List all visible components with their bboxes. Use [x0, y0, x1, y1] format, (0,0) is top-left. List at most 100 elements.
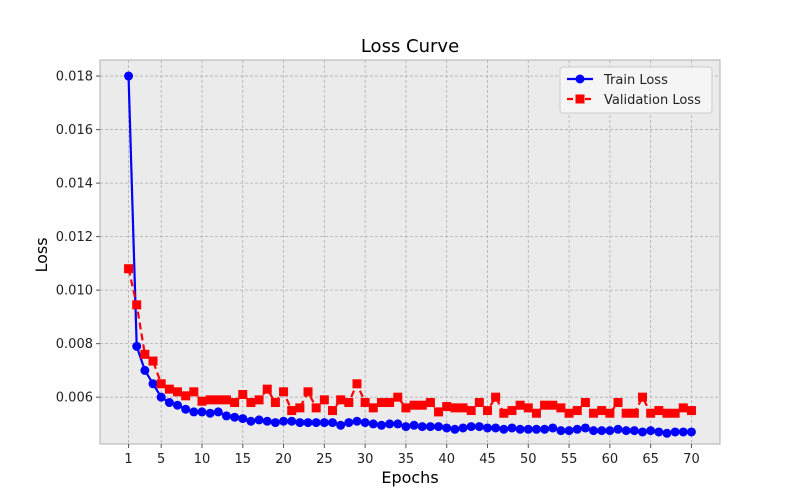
validation-loss-point — [368, 403, 378, 413]
train-loss-point — [540, 424, 550, 434]
validation-loss-series — [124, 264, 696, 418]
validation-loss-point — [230, 398, 240, 408]
validation-loss-point — [246, 398, 256, 408]
train-loss-point — [580, 423, 590, 433]
validation-loss-point — [540, 400, 550, 410]
train-loss-point — [238, 414, 248, 424]
train-loss-point — [132, 341, 142, 351]
train-loss-point — [368, 419, 378, 429]
validation-loss-point — [507, 406, 517, 416]
validation-loss-point — [572, 406, 582, 416]
train-loss-point — [344, 418, 354, 428]
validation-loss-point — [344, 398, 354, 408]
train-loss-point — [499, 424, 509, 434]
train-loss-point — [213, 407, 223, 417]
validation-loss-point — [531, 408, 541, 418]
train-loss-point — [148, 379, 158, 389]
validation-loss-point — [425, 398, 435, 408]
train-loss-point — [662, 428, 672, 438]
train-loss-point — [572, 424, 582, 434]
validation-loss-point — [605, 408, 615, 418]
train-loss-point — [385, 419, 395, 429]
train-loss-point — [246, 416, 256, 426]
validation-loss-point — [287, 406, 297, 416]
validation-loss-point — [686, 406, 696, 416]
train-loss-point — [319, 418, 329, 428]
train-loss-point — [507, 423, 517, 433]
validation-loss-point — [213, 395, 223, 405]
validation-loss-point — [417, 400, 427, 410]
legend-val-label: Validation Loss — [604, 93, 701, 108]
train-loss-point — [515, 424, 525, 434]
validation-loss-point — [678, 403, 688, 413]
x-axis-title: Epochs — [381, 468, 438, 487]
train-loss-point — [189, 407, 199, 417]
plot-frame — [99, 59, 721, 445]
train-loss-point — [646, 426, 656, 436]
validation-loss-point — [148, 356, 158, 366]
validation-loss-point — [164, 384, 174, 394]
validation-loss-point — [523, 403, 533, 413]
train-loss-point — [483, 423, 492, 433]
train-loss-point — [474, 422, 484, 432]
x-tick-label: 65 — [642, 452, 659, 467]
validation-loss-point — [124, 264, 134, 274]
validation-loss-point — [295, 403, 305, 413]
x-tick-label: 10 — [194, 452, 211, 467]
validation-loss-point — [466, 406, 476, 416]
validation-loss-point — [173, 387, 182, 397]
validation-loss-point — [654, 406, 664, 416]
validation-loss-point — [483, 406, 492, 416]
train-loss-point — [597, 426, 607, 436]
x-tick-label: 1 — [124, 452, 132, 467]
validation-loss-point — [629, 408, 639, 418]
train-loss-point — [434, 422, 444, 432]
legend-train-label: Train Loss — [603, 73, 668, 88]
train-loss-point — [564, 426, 574, 436]
train-loss-point — [613, 424, 623, 434]
train-loss-point — [221, 411, 231, 421]
train-loss-series — [124, 71, 696, 438]
train-loss-point — [197, 407, 207, 417]
validation-loss-point — [670, 408, 680, 418]
x-tick-label: 25 — [316, 452, 333, 467]
train-loss-point — [548, 423, 558, 433]
validation-loss-point — [564, 408, 574, 418]
train-loss-point — [670, 427, 680, 437]
train-loss-point — [638, 427, 647, 437]
train-loss-point — [589, 426, 599, 436]
x-tick-label: 40 — [438, 452, 455, 467]
validation-loss-point — [638, 392, 647, 402]
train-loss-point — [140, 365, 150, 375]
validation-loss-point — [662, 408, 672, 418]
train-loss-point — [303, 418, 313, 428]
train-loss-point — [466, 422, 476, 432]
train-loss-point — [254, 415, 264, 425]
legend-box — [559, 66, 713, 114]
train-loss-point — [417, 422, 427, 432]
train-loss-point — [156, 392, 166, 402]
validation-loss-point — [205, 395, 215, 405]
y-tick-label: 0.016 — [56, 123, 93, 138]
train-loss-point — [409, 420, 419, 430]
validation-loss-point — [597, 406, 607, 416]
y-tick-label: 0.018 — [56, 70, 93, 85]
validation-loss-point — [548, 400, 558, 410]
validation-loss-point — [401, 403, 411, 413]
train-loss-point — [686, 427, 696, 437]
validation-loss-point — [409, 400, 419, 410]
x-tick-label: 30 — [357, 452, 374, 467]
validation-loss-point — [270, 398, 280, 408]
validation-loss-point — [613, 398, 623, 408]
validation-loss-point — [589, 408, 599, 418]
validation-loss-point — [181, 391, 191, 401]
train-loss-point — [678, 427, 688, 437]
train-loss-point — [523, 424, 533, 434]
y-tick-label: 0.010 — [56, 284, 93, 299]
validation-loss-point — [328, 406, 337, 416]
train-loss-point — [279, 416, 289, 426]
axis-ticks: 1 5 10 15 20 25 30 35 40 45 50 55 60 65 700.0060.0080.… — [56, 70, 700, 467]
series-layer — [124, 71, 696, 438]
train-loss-point — [181, 404, 191, 414]
